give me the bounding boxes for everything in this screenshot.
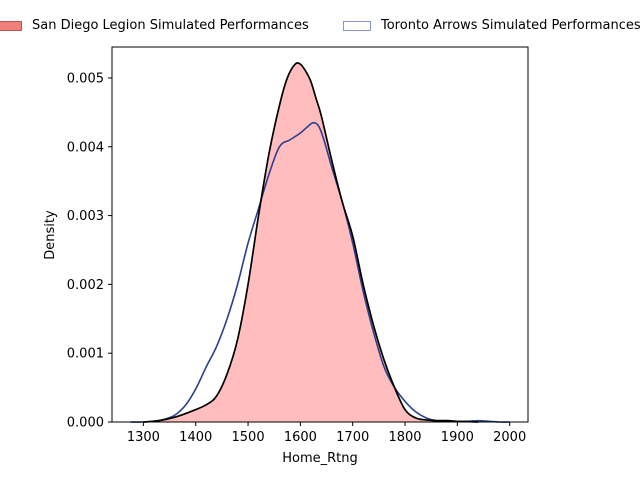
y-tick-label: 0.000 bbox=[67, 416, 104, 431]
y-tick-label: 0.005 bbox=[67, 71, 104, 86]
x-tick-label: 1900 bbox=[441, 430, 474, 445]
series-fill-san-diego bbox=[143, 62, 479, 422]
y-tick-label: 0.004 bbox=[67, 140, 104, 155]
y-tick-label: 0.002 bbox=[67, 278, 104, 293]
x-tick-label: 1700 bbox=[336, 430, 369, 445]
x-tick-label: 1400 bbox=[179, 430, 212, 445]
legend-swatch-san-diego bbox=[0, 20, 22, 31]
x-tick-label: 1500 bbox=[232, 430, 265, 445]
x-tick-label: 1600 bbox=[284, 430, 317, 445]
legend-label-san-diego: San Diego Legion Simulated Performances bbox=[32, 18, 309, 33]
legend-label-toronto: Toronto Arrows Simulated Performances bbox=[381, 18, 640, 33]
x-tick-label: 1800 bbox=[388, 430, 421, 445]
y-tick-label: 0.003 bbox=[67, 209, 104, 224]
series-line-san-diego bbox=[143, 62, 479, 423]
y-tick-label: 0.001 bbox=[67, 347, 104, 362]
axes-frame bbox=[111, 46, 529, 423]
x-axis-label: Home_Rtng bbox=[282, 451, 358, 466]
tick-layer: 1300 1400 1500 1600 1700 1800 1900 2000 0.000 0.0… bbox=[67, 71, 526, 445]
y-axis-label: Density bbox=[43, 210, 58, 260]
x-tick-label: 2000 bbox=[493, 430, 526, 445]
legend: San Diego Legion Simulated Performances … bbox=[0, 18, 640, 38]
legend-item-toronto: Toronto Arrows Simulated Performances bbox=[343, 18, 640, 33]
legend-item-san-diego: San Diego Legion Simulated Performances bbox=[0, 18, 309, 33]
series-layer bbox=[130, 62, 510, 423]
x-tick-label: 1300 bbox=[127, 430, 160, 445]
legend-swatch-toronto bbox=[343, 20, 371, 31]
